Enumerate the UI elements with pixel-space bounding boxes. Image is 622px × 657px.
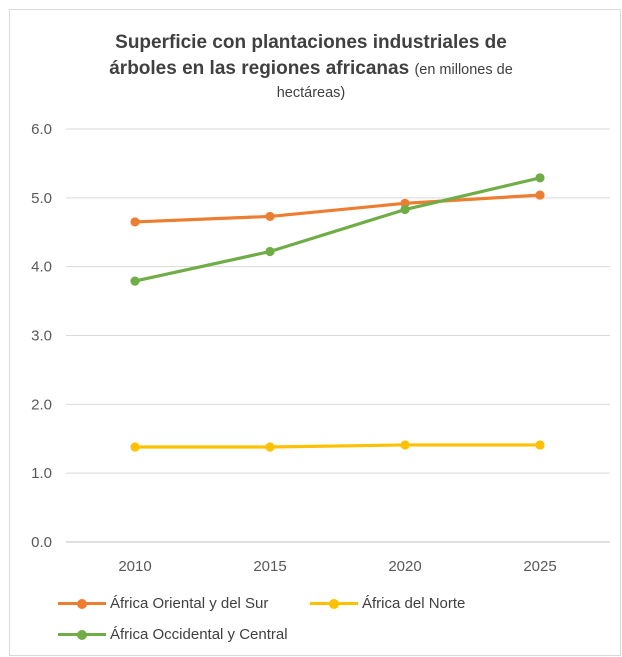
y-axis-ticks: 0.0 1.0 2.0 3.0 4.0 5.0 6.0 (31, 121, 52, 551)
gridlines (66, 128, 610, 543)
x-tick-label: 2015 (253, 558, 286, 575)
legend-marker (329, 598, 339, 609)
y-tick-label: 5.0 (31, 190, 52, 207)
data-point (400, 204, 410, 215)
series-line (133, 176, 542, 283)
data-point (535, 173, 545, 183)
y-tick-label: 0.0 (31, 534, 52, 551)
chart-title-line-2-main: árboles en las regiones africanas (109, 58, 410, 79)
data-point (265, 246, 275, 257)
x-axis-ticks: 2010 2015 2020 2025 (118, 558, 556, 575)
legend-item: África Occidental y Central (58, 626, 288, 643)
y-tick-label: 6.0 (31, 121, 52, 138)
chart-title: Superficie con plantaciones industriales… (0, 30, 622, 103)
legend-marker (77, 629, 87, 640)
data-point (130, 276, 140, 286)
y-tick-label: 3.0 (31, 328, 52, 345)
series-3 (130, 173, 545, 286)
data-point (265, 211, 275, 222)
chart-frame (9, 9, 621, 656)
series-2 (130, 440, 545, 452)
legend-item: África del Norte (310, 595, 465, 612)
legend-label: África Oriental y del Sur (110, 595, 269, 612)
data-point (130, 217, 140, 227)
legend-label: África Occidental y Central (110, 626, 288, 643)
x-tick-label: 2025 (523, 558, 556, 575)
legend-swatch (310, 598, 358, 609)
chart-title-line-1: Superficie con plantaciones industriales… (115, 32, 507, 53)
legend-swatch (58, 629, 106, 640)
y-tick-label: 4.0 (31, 259, 52, 276)
chart-title-line-3: hectáreas) (276, 85, 346, 101)
series-line (133, 443, 542, 449)
series-1 (130, 190, 545, 227)
y-tick-label: 1.0 (31, 465, 52, 482)
chart-title-line-2: árboles en las regiones africanas (en mi… (0, 56, 622, 83)
series-group (130, 173, 545, 452)
data-point (265, 442, 275, 452)
legend-swatch (58, 598, 106, 609)
data-point (130, 442, 140, 452)
x-tick-label: 2010 (118, 558, 151, 575)
x-tick-label: 2020 (388, 558, 421, 575)
legend-label: África del Norte (362, 595, 466, 612)
legend-marker (77, 598, 87, 609)
data-point (535, 440, 545, 450)
data-point (400, 440, 410, 450)
chart-title-suffix: (en millones de (414, 62, 513, 78)
y-tick-label: 2.0 (31, 396, 52, 413)
data-point (535, 190, 545, 200)
series-line (133, 193, 542, 224)
legend-item: África Oriental y del Sur (58, 595, 268, 612)
